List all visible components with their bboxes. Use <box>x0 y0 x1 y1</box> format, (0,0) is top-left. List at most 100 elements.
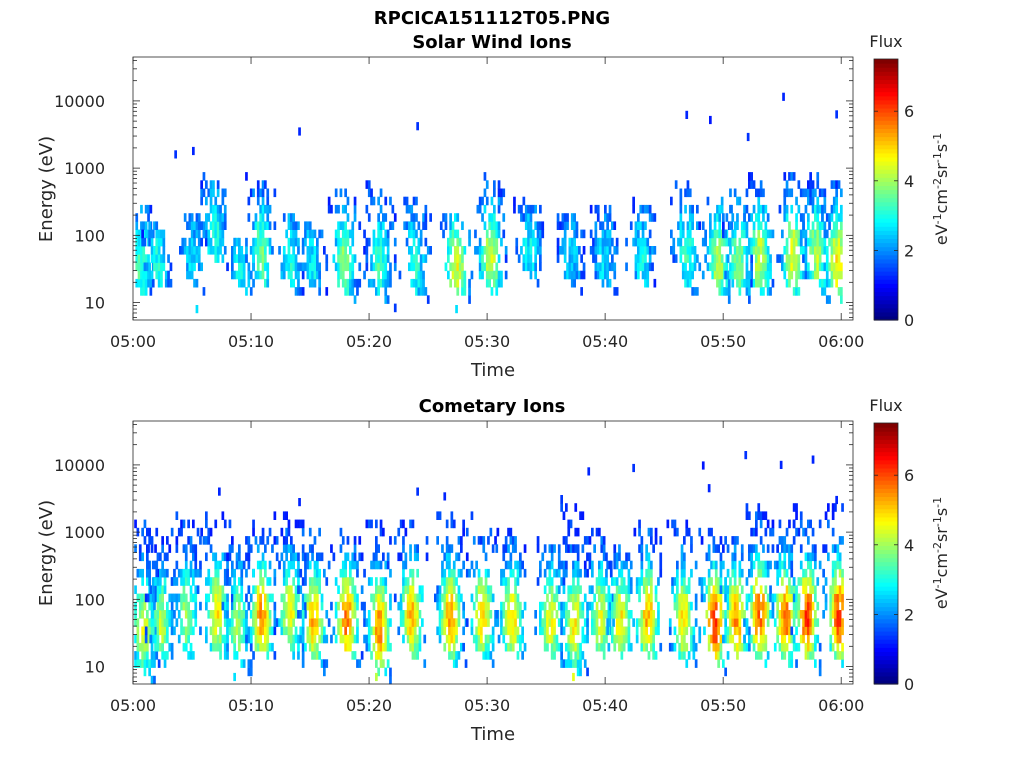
heatmap-cell <box>249 610 253 619</box>
heatmap-cell <box>679 196 683 206</box>
colorbar-swatch <box>874 79 898 85</box>
heatmap-cell <box>709 246 712 255</box>
heatmap-cell <box>285 568 288 578</box>
heatmap-cell <box>601 237 605 247</box>
heatmap-cell <box>462 601 465 611</box>
heatmap-cell <box>729 585 732 594</box>
heatmap-cell <box>140 246 143 255</box>
heatmap-cell <box>818 237 822 247</box>
heatmap-cell <box>799 560 803 570</box>
heatmap-cell <box>811 601 815 611</box>
heatmap-cell <box>144 229 148 239</box>
heatmap-cell <box>607 585 611 594</box>
heatmap-cell <box>573 254 576 263</box>
heatmap-cell <box>769 270 772 280</box>
heatmap-cell <box>327 204 331 214</box>
heatmap-cell <box>840 237 843 247</box>
heatmap-cell <box>377 287 380 296</box>
colorbar-swatch <box>874 169 898 174</box>
heatmap-cell <box>835 196 838 206</box>
heatmap-cell <box>688 221 692 230</box>
heatmap-cell <box>676 634 679 644</box>
heatmap-cell <box>377 213 380 222</box>
heatmap-cell <box>566 262 569 272</box>
heatmap-cell <box>650 593 653 603</box>
heatmap-cell <box>261 610 265 619</box>
colorbar-swatch <box>874 561 898 567</box>
heatmap-cell <box>282 262 286 272</box>
heatmap-cell <box>719 618 723 627</box>
heatmap-cell <box>733 568 737 578</box>
heatmap-cell <box>337 626 340 636</box>
heatmap-cell <box>622 585 626 594</box>
colorbar-swatch <box>874 520 898 526</box>
heatmap-cell <box>344 601 347 611</box>
heatmap-cell <box>644 204 647 214</box>
heatmap-cell <box>412 213 416 222</box>
heatmap-cell <box>816 204 820 214</box>
heatmap-cell <box>714 626 718 636</box>
heatmap-cell <box>841 601 844 611</box>
heatmap-cell <box>683 585 686 594</box>
heatmap-cell <box>438 601 442 611</box>
heatmap-cell <box>175 511 179 520</box>
heatmap-cell <box>457 536 461 545</box>
heatmap-cell <box>807 642 810 652</box>
heatmap-cell <box>344 626 347 636</box>
heatmap-cell <box>757 503 761 512</box>
heatmap-cell <box>497 204 501 214</box>
heatmap-cell <box>759 237 763 247</box>
heatmap-cell <box>443 642 447 652</box>
heatmap-cell <box>504 536 508 545</box>
heatmap-cell <box>159 610 162 619</box>
heatmap-cell <box>762 254 765 263</box>
heatmap-cell <box>306 560 310 570</box>
y-tick-label: 10 <box>85 294 105 313</box>
heatmap-cell <box>377 667 380 677</box>
heatmap-cell <box>685 601 689 611</box>
heatmap-cell <box>568 270 572 280</box>
heatmap-cell <box>799 246 803 255</box>
heatmap-cell <box>811 642 815 652</box>
heatmap-cell <box>238 237 241 247</box>
heatmap-cell <box>638 585 641 594</box>
heatmap-cell <box>688 188 692 198</box>
heatmap-cell <box>421 618 424 627</box>
heatmap-cell <box>613 262 617 272</box>
heatmap-cell <box>461 246 464 255</box>
heatmap-cell <box>297 593 300 603</box>
heatmap-cell <box>353 601 357 611</box>
heatmap-cell <box>413 601 417 611</box>
heatmap-cell <box>797 237 801 247</box>
heatmap-cell <box>565 536 568 545</box>
heatmap-cell <box>738 560 742 570</box>
heatmap-cell <box>557 560 561 570</box>
heatmap-cell <box>273 601 277 611</box>
heatmap-cell <box>748 568 751 578</box>
heatmap-cell <box>478 262 482 272</box>
heatmap-cell <box>472 634 476 644</box>
heatmap-cell <box>790 568 794 578</box>
heatmap-cell <box>818 188 822 198</box>
heatmap-cell <box>153 585 156 594</box>
heatmap-cell <box>219 560 222 570</box>
heatmap-cell <box>831 585 835 594</box>
heatmap-cell <box>341 229 345 239</box>
heatmap-cell <box>311 601 314 611</box>
heatmap-cell <box>344 618 347 627</box>
heatmap-cell <box>615 626 619 636</box>
heatmap-cell <box>804 254 808 263</box>
heatmap-cell <box>339 254 343 263</box>
heatmap-cell <box>804 610 808 619</box>
heatmap-cell <box>445 593 449 603</box>
heatmap-cell <box>710 560 713 570</box>
heatmap-cell <box>177 527 181 537</box>
heatmap-cell <box>572 577 575 586</box>
heatmap-cell <box>173 568 176 578</box>
heatmap-cell <box>259 626 262 636</box>
heatmap-cell <box>356 560 359 570</box>
heatmap-cell <box>192 626 195 636</box>
heatmap-cell <box>781 618 784 627</box>
heatmap-cell <box>755 544 758 553</box>
heatmap-cell <box>245 246 248 255</box>
